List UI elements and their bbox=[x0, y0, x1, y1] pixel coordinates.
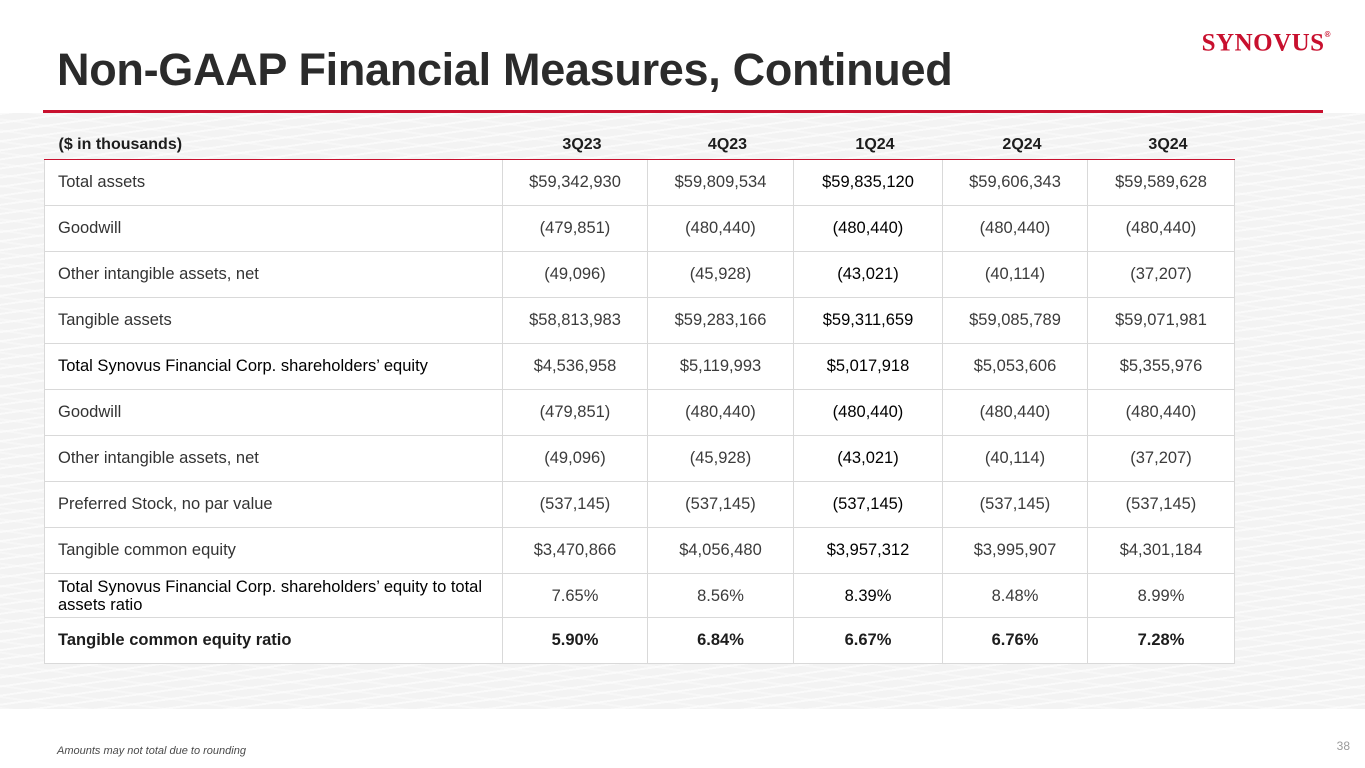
cell-3q24: $5,355,976 bbox=[1087, 343, 1235, 390]
cell-4q23: 8.56% bbox=[647, 573, 794, 618]
cell-1q24: $59,835,120 bbox=[793, 159, 943, 206]
row-label: Preferred Stock, no par value bbox=[44, 481, 503, 528]
table-row-equity-to-assets-ratio: Total Synovus Financial Corp. shareholde… bbox=[44, 573, 1235, 618]
cell-1q24: $3,957,312 bbox=[793, 527, 943, 574]
cell-3q24: (37,207) bbox=[1087, 435, 1235, 482]
cell-4q23: 6.84% bbox=[647, 617, 794, 664]
cell-3q23: (537,145) bbox=[502, 481, 648, 528]
cell-1q24: 8.39% bbox=[793, 573, 943, 618]
cell-4q23: (45,928) bbox=[647, 251, 794, 298]
cell-2q24: (40,114) bbox=[942, 251, 1088, 298]
cell-1q24: 6.67% bbox=[793, 617, 943, 664]
column-header-3q24: 3Q24 bbox=[1087, 131, 1235, 160]
cell-3q24: (537,145) bbox=[1087, 481, 1235, 528]
cell-3q23: $3,470,866 bbox=[502, 527, 648, 574]
cell-3q23: 5.90% bbox=[502, 617, 648, 664]
cell-2q24: $59,606,343 bbox=[942, 159, 1088, 206]
cell-3q23: (479,851) bbox=[502, 205, 648, 252]
row-label: Total Synovus Financial Corp. shareholde… bbox=[44, 573, 503, 618]
cell-3q23: $59,342,930 bbox=[502, 159, 648, 206]
cell-3q24: $4,301,184 bbox=[1087, 527, 1235, 574]
footnote: Amounts may not total due to rounding bbox=[57, 745, 246, 757]
cell-2q24: (480,440) bbox=[942, 389, 1088, 436]
cell-2q24: (40,114) bbox=[942, 435, 1088, 482]
cell-3q24: (480,440) bbox=[1087, 205, 1235, 252]
cell-3q23: (479,851) bbox=[502, 389, 648, 436]
row-label: Goodwill bbox=[44, 205, 503, 252]
cell-4q23: $4,056,480 bbox=[647, 527, 794, 574]
cell-2q24: $59,085,789 bbox=[942, 297, 1088, 344]
cell-1q24: (480,440) bbox=[793, 389, 943, 436]
cell-3q24: 7.28% bbox=[1087, 617, 1235, 664]
synovus-logo: SYNOVUS® bbox=[1202, 24, 1331, 58]
cell-4q23: (480,440) bbox=[647, 389, 794, 436]
column-header-2q24: 2Q24 bbox=[942, 131, 1088, 160]
registered-mark: ® bbox=[1324, 30, 1331, 39]
cell-3q24: 8.99% bbox=[1087, 573, 1235, 618]
cell-3q23: $58,813,983 bbox=[502, 297, 648, 344]
cell-1q24: (537,145) bbox=[793, 481, 943, 528]
cell-2q24: 6.76% bbox=[942, 617, 1088, 664]
cell-4q23: (45,928) bbox=[647, 435, 794, 482]
row-label: Tangible common equity ratio bbox=[44, 617, 503, 664]
column-header-4q23: 4Q23 bbox=[647, 131, 794, 160]
cell-1q24: (43,021) bbox=[793, 251, 943, 298]
table-header-row: ($ in thousands) 3Q23 4Q23 1Q24 2Q24 3Q2… bbox=[44, 131, 1235, 160]
cell-4q23: $5,119,993 bbox=[647, 343, 794, 390]
cell-3q23: 7.65% bbox=[502, 573, 648, 618]
cell-4q23: (537,145) bbox=[647, 481, 794, 528]
table-row-tangible-common-equity: Tangible common equity $3,470,866 $4,056… bbox=[44, 527, 1235, 574]
column-header-3q23: 3Q23 bbox=[502, 131, 648, 160]
cell-1q24: (480,440) bbox=[793, 205, 943, 252]
row-label: Total Synovus Financial Corp. shareholde… bbox=[44, 343, 503, 390]
logo-text: SYNOVUS bbox=[1201, 29, 1325, 57]
row-label: Total assets bbox=[44, 159, 503, 206]
table-row-other-intangibles-equity: Other intangible assets, net (49,096) (4… bbox=[44, 435, 1235, 482]
column-header-units: ($ in thousands) bbox=[44, 131, 503, 160]
cell-3q24: (480,440) bbox=[1087, 389, 1235, 436]
table-row-goodwill: Goodwill (479,851) (480,440) (480,440) (… bbox=[44, 205, 1235, 252]
row-label: Other intangible assets, net bbox=[44, 251, 503, 298]
table-row-tangible-assets: Tangible assets $58,813,983 $59,283,166 … bbox=[44, 297, 1235, 344]
table-row-other-intangibles: Other intangible assets, net (49,096) (4… bbox=[44, 251, 1235, 298]
cell-3q24: $59,071,981 bbox=[1087, 297, 1235, 344]
cell-1q24: $5,017,918 bbox=[793, 343, 943, 390]
cell-3q23: (49,096) bbox=[502, 435, 648, 482]
cell-3q23: $4,536,958 bbox=[502, 343, 648, 390]
cell-2q24: $3,995,907 bbox=[942, 527, 1088, 574]
table-row-shareholders-equity: Total Synovus Financial Corp. shareholde… bbox=[44, 343, 1235, 390]
row-label: Goodwill bbox=[44, 389, 503, 436]
table-row-preferred-stock: Preferred Stock, no par value (537,145) … bbox=[44, 481, 1235, 528]
page-number: 38 bbox=[1336, 739, 1350, 753]
row-label: Other intangible assets, net bbox=[44, 435, 503, 482]
cell-1q24: (43,021) bbox=[793, 435, 943, 482]
cell-2q24: $5,053,606 bbox=[942, 343, 1088, 390]
page-title: Non-GAAP Financial Measures, Continued bbox=[57, 44, 953, 95]
cell-3q23: (49,096) bbox=[502, 251, 648, 298]
title-divider bbox=[43, 110, 1323, 113]
table-row-goodwill-equity: Goodwill (479,851) (480,440) (480,440) (… bbox=[44, 389, 1235, 436]
non-gaap-table: ($ in thousands) 3Q23 4Q23 1Q24 2Q24 3Q2… bbox=[44, 131, 1235, 664]
cell-2q24: (537,145) bbox=[942, 481, 1088, 528]
cell-3q24: (37,207) bbox=[1087, 251, 1235, 298]
cell-4q23: $59,809,534 bbox=[647, 159, 794, 206]
cell-4q23: (480,440) bbox=[647, 205, 794, 252]
cell-3q24: $59,589,628 bbox=[1087, 159, 1235, 206]
cell-2q24: 8.48% bbox=[942, 573, 1088, 618]
table-row-total-assets: Total assets $59,342,930 $59,809,534 $59… bbox=[44, 159, 1235, 206]
row-label: Tangible assets bbox=[44, 297, 503, 344]
column-header-1q24: 1Q24 bbox=[793, 131, 943, 160]
cell-2q24: (480,440) bbox=[942, 205, 1088, 252]
cell-4q23: $59,283,166 bbox=[647, 297, 794, 344]
cell-1q24: $59,311,659 bbox=[793, 297, 943, 344]
table-row-tce-ratio: Tangible common equity ratio 5.90% 6.84%… bbox=[44, 617, 1235, 664]
row-label: Tangible common equity bbox=[44, 527, 503, 574]
